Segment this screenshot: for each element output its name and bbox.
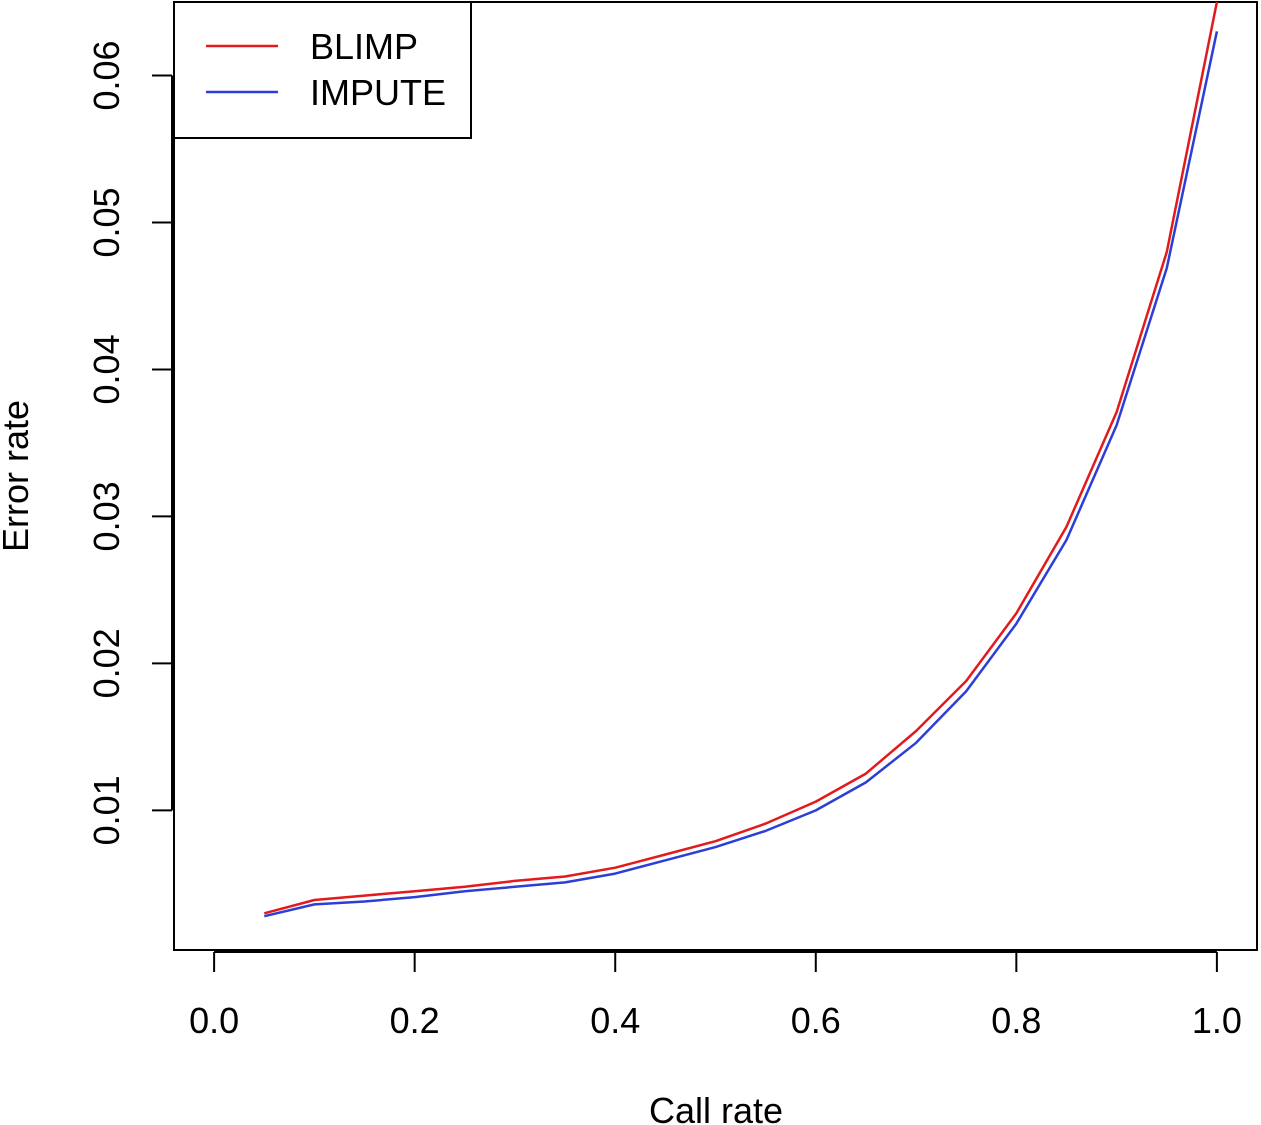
legend: BLIMP IMPUTE	[173, 1, 472, 139]
x-tick-label: 0.6	[791, 1000, 841, 1041]
x-tick-label: 1.0	[1192, 1000, 1242, 1041]
plot-frame	[173, 1, 1258, 951]
x-tick-label: 0.0	[189, 1000, 239, 1041]
legend-label-blimp: BLIMP	[310, 26, 418, 67]
series-layer	[263, 1, 1219, 918]
y-tick-label: 0.02	[86, 628, 127, 698]
legend-label-impute: IMPUTE	[310, 72, 446, 113]
series-line-blimp	[263, 1, 1219, 915]
x-tick-label: 0.2	[390, 1000, 440, 1041]
y-tick-label: 0.01	[86, 775, 127, 845]
x-tick-label: 0.8	[991, 1000, 1041, 1041]
series-line-impute	[264, 31, 1219, 918]
y-axis: 0.01 0.02 0.03 0.04 0.05 0.06	[86, 40, 173, 845]
legend-box	[173, 1, 472, 139]
x-tick-label: 0.4	[590, 1000, 640, 1041]
y-tick-label: 0.04	[86, 334, 127, 404]
y-tick-label: 0.05	[86, 187, 127, 257]
x-axis-label: Call rate	[649, 1090, 783, 1125]
y-tick-label: 0.06	[86, 40, 127, 110]
y-axis-label: Error rate	[0, 400, 36, 552]
y-tick-label: 0.03	[86, 481, 127, 551]
x-axis: 0.0 0.2 0.4 0.6 0.8 1.0	[189, 951, 1242, 1041]
